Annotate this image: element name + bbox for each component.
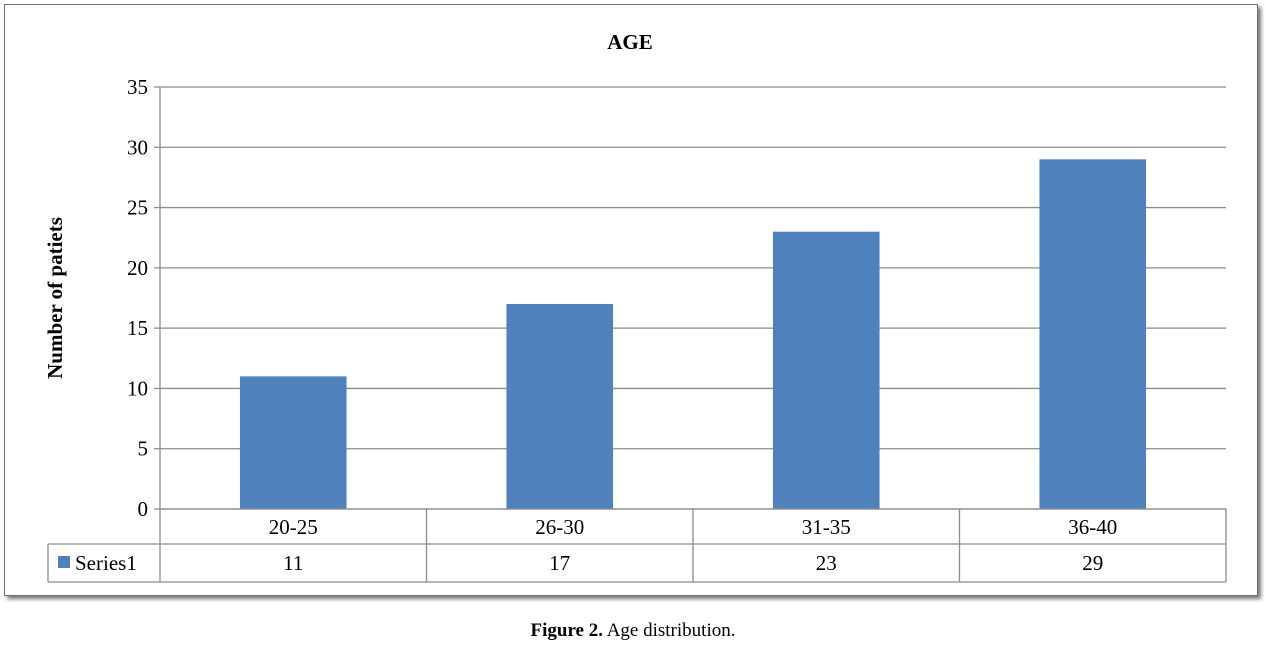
y-tick-label: 35 (127, 75, 148, 99)
data-table-value: 11 (283, 551, 303, 575)
x-category-label: 26-30 (535, 515, 584, 539)
bar (1039, 159, 1147, 510)
bar-chart: AGE Number of patiets 0 5 10 15 20 25 30 35 20-… (43, 30, 1227, 583)
legend-swatch (58, 556, 70, 568)
y-tick-label: 25 (127, 196, 148, 220)
data-table-value: 17 (549, 551, 570, 575)
data-table-value: 29 (1082, 551, 1103, 575)
bar (506, 304, 614, 509)
y-tick-label: 30 (127, 135, 148, 159)
y-axis-label: Number of patiets (43, 217, 67, 379)
bar (239, 376, 347, 509)
chart-title: AGE (607, 30, 653, 54)
y-tick-label: 0 (138, 497, 149, 521)
x-category-label: 31-35 (802, 515, 851, 539)
y-tick-label: 20 (127, 256, 148, 280)
x-category-label: 36-40 (1068, 515, 1117, 539)
bar (772, 231, 880, 509)
legend-series-label: Series1 (75, 551, 137, 575)
y-tick-label: 5 (138, 437, 149, 461)
figure-caption: Figure 2. Age distribution. (0, 620, 1266, 642)
caption-text: Age distribution. (603, 620, 736, 641)
x-category-label: 20-25 (269, 515, 318, 539)
y-tick-label: 10 (127, 376, 148, 400)
y-tick-label: 15 (127, 316, 148, 340)
caption-label: Figure 2. (530, 620, 603, 641)
data-table-value: 23 (816, 551, 837, 575)
